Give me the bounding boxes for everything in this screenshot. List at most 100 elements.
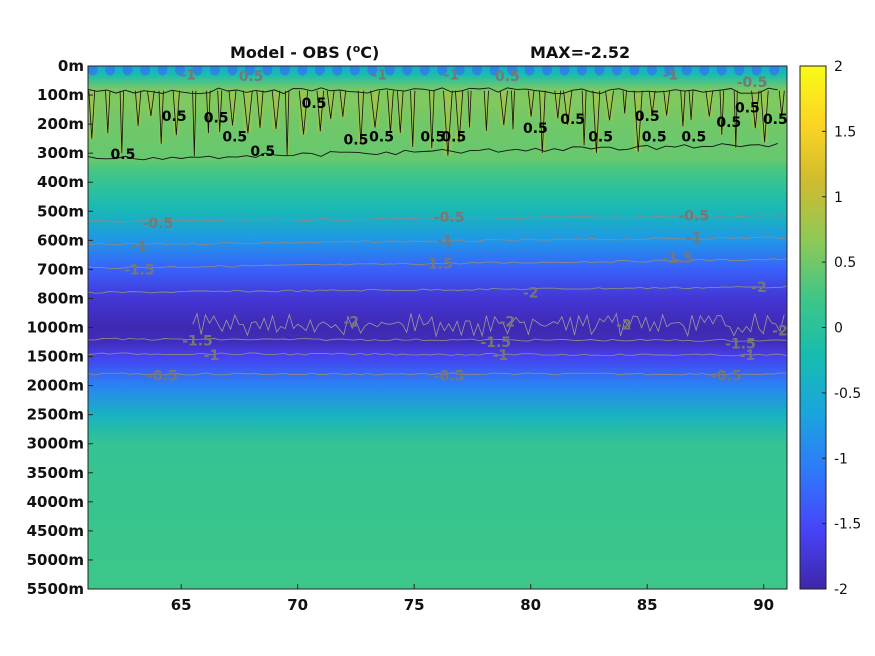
y-tick-label: 100m xyxy=(37,86,84,104)
y-tick-label: 3500m xyxy=(27,464,84,482)
contour-label: -1.5 xyxy=(480,335,511,351)
surface-cell xyxy=(349,66,360,76)
contour-label: 0.5 xyxy=(716,115,741,131)
surface-cell xyxy=(699,66,710,76)
contour-label: -1 xyxy=(131,239,147,255)
contour-label: -2 xyxy=(616,318,632,334)
warm-finger xyxy=(173,90,180,136)
x-tick-label: 75 xyxy=(404,596,425,614)
surface-cell xyxy=(769,66,780,76)
surface-cell xyxy=(244,66,255,76)
contour-label: 0.5 xyxy=(250,144,275,160)
y-tick-label: 2000m xyxy=(27,377,84,395)
surface-cell xyxy=(472,66,483,76)
contour-label: -1.5 xyxy=(182,334,213,350)
y-tick-label: 0m xyxy=(58,57,84,75)
surface-stripes xyxy=(88,66,780,76)
surface-cell xyxy=(157,66,168,76)
y-tick-label: 600m xyxy=(37,231,84,249)
warm-finger xyxy=(734,90,738,148)
contour-label: -0.5 xyxy=(147,368,178,384)
contour-label: -1 xyxy=(740,348,756,364)
x-tick-label: 85 xyxy=(637,596,658,614)
contour-label: -1 xyxy=(437,233,453,249)
warm-finger xyxy=(206,90,211,134)
warm-finger xyxy=(467,90,472,128)
contour-label: -1 xyxy=(180,68,196,84)
surface-cell xyxy=(227,66,238,76)
colorbar-tick-label: -0.5 xyxy=(834,386,861,402)
colorbar-tick-label: -1.5 xyxy=(834,517,861,533)
contour-label: 0.5 xyxy=(111,147,136,163)
contour-label: 0.5 xyxy=(560,112,585,128)
contour-label: -1.5 xyxy=(124,262,155,278)
surface-cell xyxy=(88,66,98,76)
surface-cell xyxy=(594,66,605,76)
contour-label: 0.5 xyxy=(239,69,264,85)
contour-label: 0.5 xyxy=(302,96,327,112)
y-tick-label: 3000m xyxy=(27,435,84,453)
surface-cell xyxy=(576,66,587,76)
warm-finger xyxy=(370,90,380,128)
warm-finger xyxy=(299,90,308,135)
negative-contour-line xyxy=(88,352,787,357)
warm-finger xyxy=(779,90,785,117)
contour-label: 0.5 xyxy=(523,121,548,137)
warm-finger xyxy=(563,90,572,125)
negative-contour-line xyxy=(88,236,787,246)
contour-label: 0.5 xyxy=(162,109,187,125)
x-tick-label: 90 xyxy=(753,596,774,614)
surface-cell xyxy=(489,66,500,76)
negative-contour-wiggle xyxy=(192,312,785,338)
contour-label: -0.5 xyxy=(678,209,709,225)
warm-finger xyxy=(443,90,453,156)
warm-finger xyxy=(705,90,713,117)
contour-label: -1.5 xyxy=(422,257,453,273)
warm-finger xyxy=(663,90,670,116)
contour-label: -1 xyxy=(204,348,220,364)
warm-finger xyxy=(228,90,237,126)
contour-label: -1 xyxy=(686,230,702,246)
surface-cell xyxy=(175,66,186,76)
x-tick-label: 80 xyxy=(520,596,541,614)
y-tick-label: 200m xyxy=(37,115,84,133)
negative-contours xyxy=(88,214,787,376)
warm-finger xyxy=(539,90,546,154)
contour-label: -0.5 xyxy=(434,368,465,384)
surface-cell xyxy=(384,66,395,76)
negative-contour-line xyxy=(88,214,787,223)
positive-contour-line xyxy=(88,90,785,157)
surface-cell xyxy=(664,66,675,76)
surface-cell xyxy=(367,66,378,76)
warm-finger xyxy=(429,90,435,149)
warm-finger xyxy=(159,90,164,144)
surface-cell xyxy=(751,66,762,76)
colorbar-tick-label: 1.5 xyxy=(834,124,856,140)
x-axis: 65 70 75 80 85 90 xyxy=(171,584,774,614)
x-tick-label: 70 xyxy=(287,596,308,614)
surface-cell xyxy=(314,66,325,76)
contour-label: -2 xyxy=(500,315,516,331)
contour-label: -2 xyxy=(751,280,767,296)
heatmap-area: 0.50.5 0.50.50.50.50.5 0.5 0.50.50.50.50.50… xyxy=(88,66,788,589)
surface-cell xyxy=(122,66,133,76)
contour-label: -1 xyxy=(663,68,679,84)
surface-cell xyxy=(716,66,727,76)
warm-finger xyxy=(500,90,508,125)
colorbar-ticks: 2 1.5 1 0.5 0 -0.5 -1 -1.5 -2 xyxy=(822,59,861,598)
contour-label: 0.5 xyxy=(222,130,247,146)
contour-label: -2 xyxy=(523,286,539,302)
warm-finger xyxy=(605,90,614,121)
contour-label: 0.5 xyxy=(763,112,788,128)
contour-label: -1 xyxy=(371,68,387,84)
contour-label: -1 xyxy=(444,68,460,84)
contour-label: 0.5 xyxy=(420,130,445,146)
warm-finger xyxy=(592,90,600,153)
surface-cell xyxy=(524,66,535,76)
contour-label: -1.5 xyxy=(725,336,756,352)
surface-cell xyxy=(419,66,430,76)
warm-finger xyxy=(339,90,346,117)
warm-finger xyxy=(105,90,110,134)
contour-label: 0.5 xyxy=(369,130,394,146)
warm-finger xyxy=(397,90,404,133)
